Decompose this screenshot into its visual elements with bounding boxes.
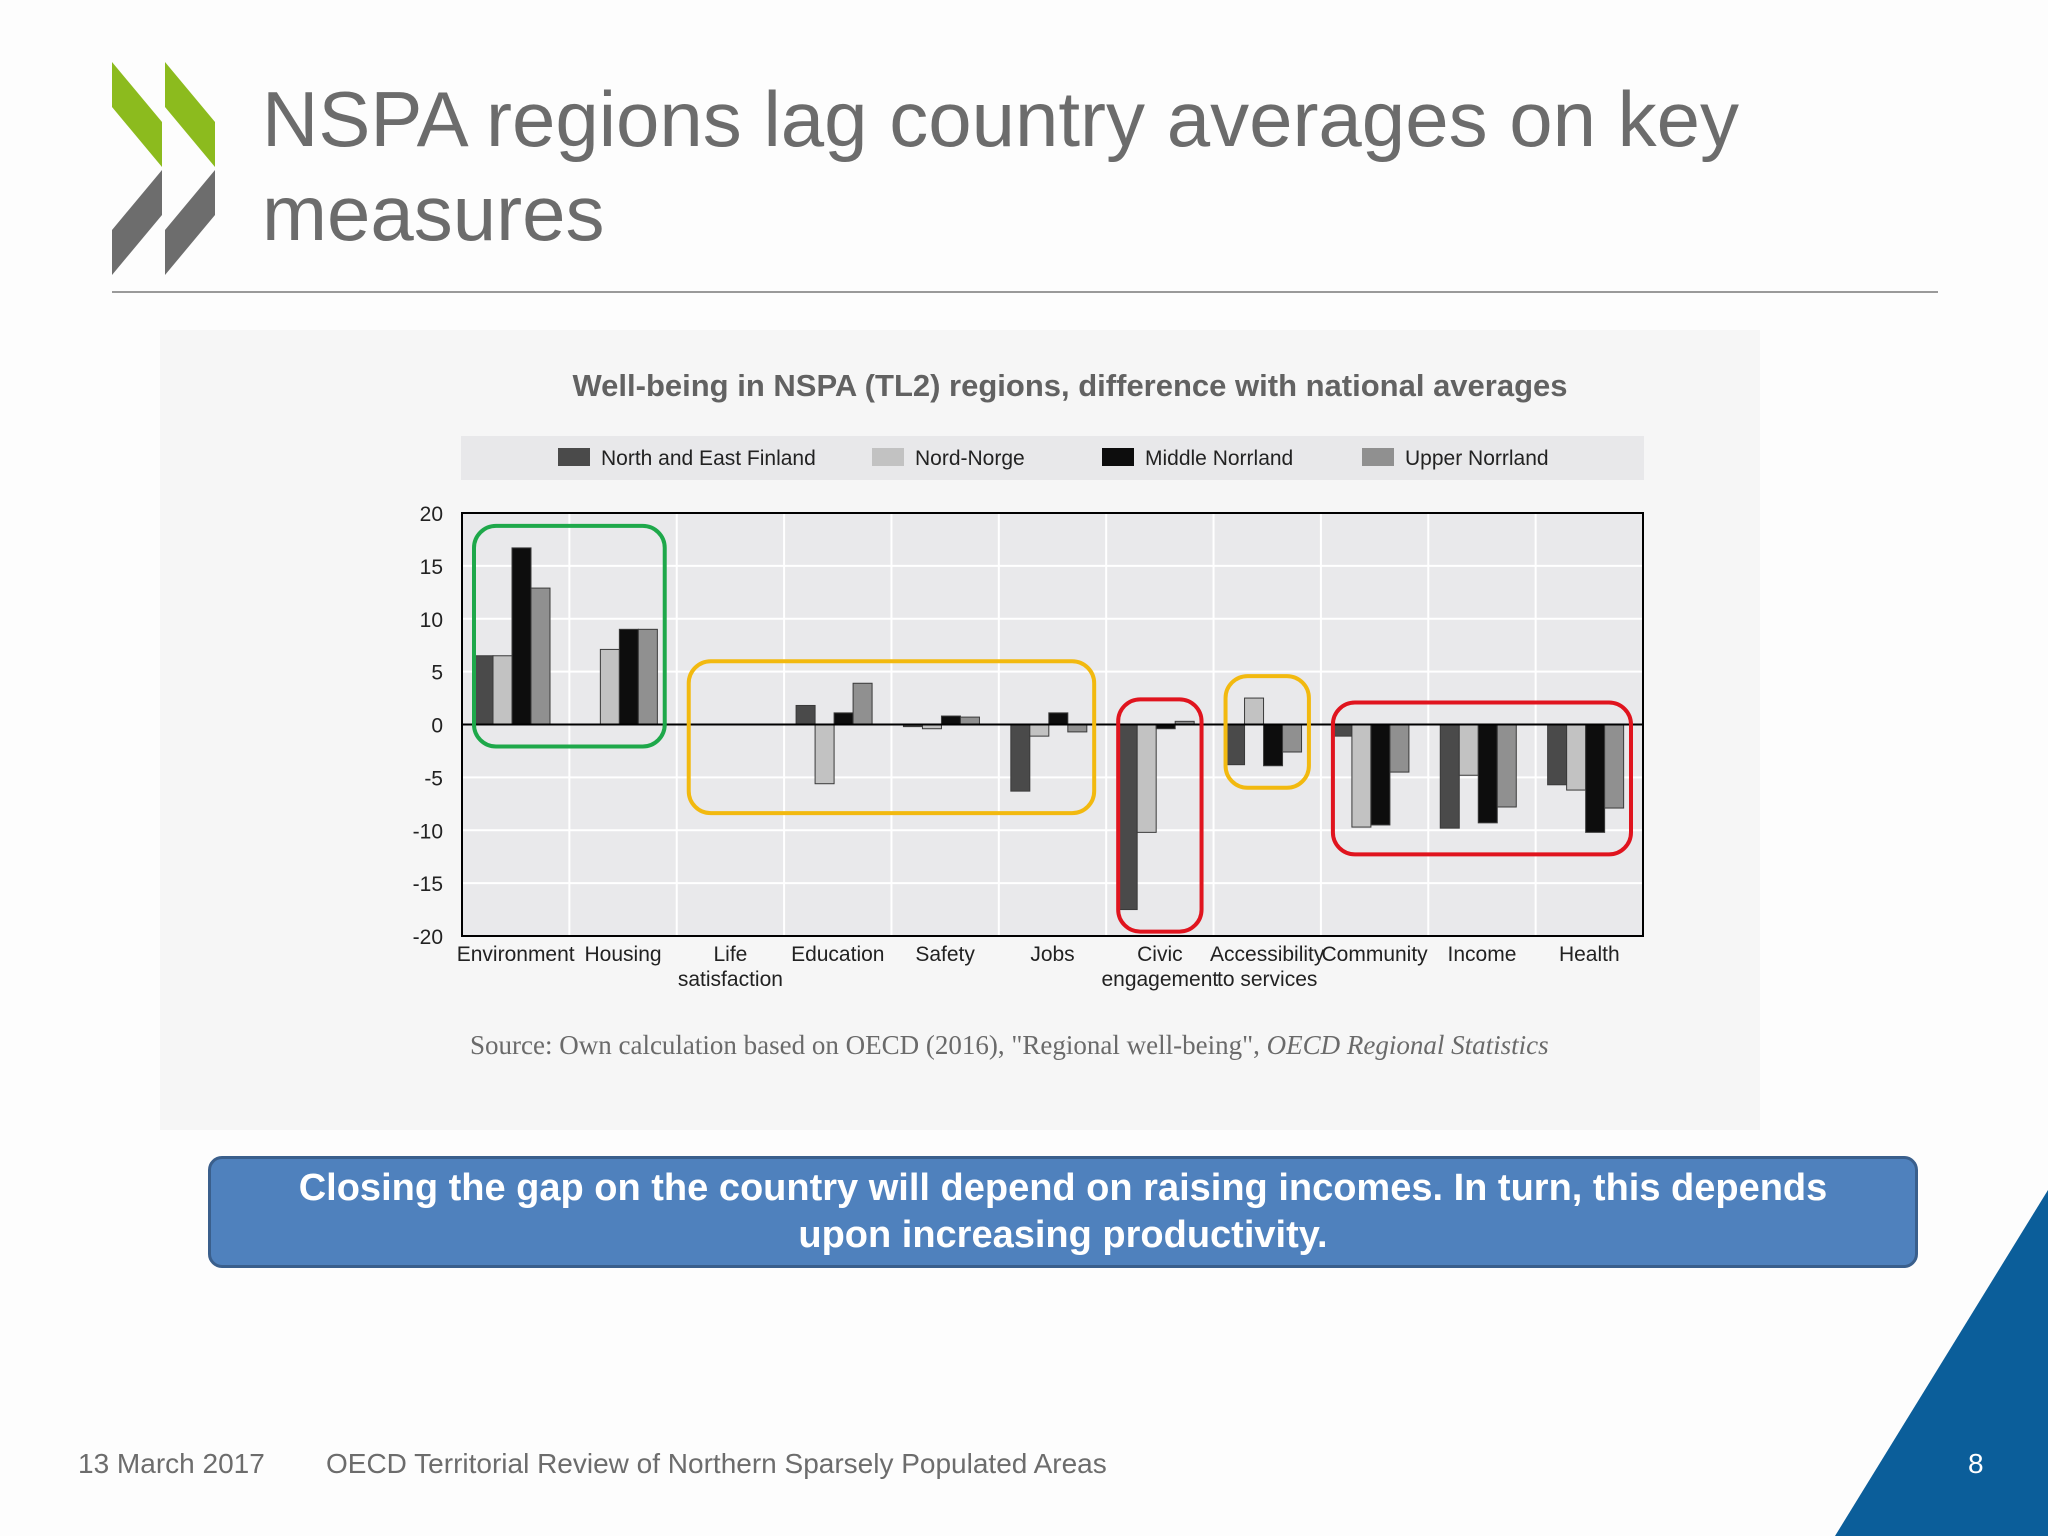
legend-label: Nord-Norge <box>915 447 1025 470</box>
x-tick-label: to services <box>1217 968 1317 991</box>
logo-chevron-right-green <box>165 62 215 167</box>
legend-label: North and East Finland <box>601 447 816 470</box>
y-tick-label: 15 <box>420 556 443 579</box>
title-divider <box>112 291 1938 293</box>
y-tick-label: -15 <box>413 873 443 896</box>
source-italic: OECD Regional Statistics <box>1266 1030 1549 1060</box>
x-tick-label: engagement <box>1101 968 1218 991</box>
chart-source: Source: Own calculation based on OECD (2… <box>470 1028 1620 1063</box>
logo-chevron-right-grey <box>165 170 215 275</box>
y-tick-label: -5 <box>424 767 443 790</box>
key-message-callout: Closing the gap on the country will depe… <box>208 1156 1918 1268</box>
legend-label: Upper Norrland <box>1405 447 1549 470</box>
y-tick-label: 0 <box>431 715 443 738</box>
legend-band <box>461 436 1644 480</box>
x-tick-label: Housing <box>585 943 662 966</box>
legend-swatch <box>872 448 904 466</box>
legend-label: Middle Norrland <box>1145 447 1293 470</box>
y-tick-label: 10 <box>420 609 443 632</box>
logo-chevron-left-green <box>112 62 162 167</box>
footer-date: 13 March 2017 <box>78 1448 265 1479</box>
highlight-box-yellow <box>1223 674 1311 790</box>
corner-triangle <box>1835 1190 2048 1536</box>
x-tick-label: Civic <box>1137 943 1183 966</box>
y-tick-label: -20 <box>413 926 443 949</box>
footer-text: OECD Territorial Review of Northern Spar… <box>326 1448 1107 1479</box>
x-tick-label: Income <box>1448 943 1517 966</box>
slide-title: NSPA regions lag country averages on key… <box>262 75 1740 257</box>
callout-text: Closing the gap on the country will depe… <box>298 1167 1828 1256</box>
highlight-box-red <box>1116 697 1204 934</box>
x-tick-label: Accessibility <box>1210 943 1325 966</box>
logo-chevron-left-grey <box>112 170 162 275</box>
x-tick-label: Jobs <box>1030 943 1074 966</box>
legend-swatch <box>1362 448 1394 466</box>
x-tick-label: Environment <box>457 943 575 966</box>
y-tick-label: -10 <box>413 820 443 843</box>
highlight-box-green <box>472 523 667 749</box>
source-text: Source: Own calculation based on OECD (2… <box>470 1030 1260 1060</box>
page-number: 8 <box>1968 1448 1984 1479</box>
legend-swatch <box>1102 448 1134 466</box>
x-tick-label: satisfaction <box>678 968 783 991</box>
highlight-box-yellow <box>686 659 1097 816</box>
chart-title: Well-being in NSPA (TL2) regions, differ… <box>572 368 1568 403</box>
oecd-logo <box>112 62 215 275</box>
x-tick-label: Community <box>1321 943 1428 966</box>
x-tick-label: Safety <box>915 943 975 966</box>
x-tick-label: Health <box>1559 943 1620 966</box>
highlight-box-red <box>1330 700 1633 857</box>
legend-swatch <box>558 448 590 466</box>
plot-frame <box>461 512 1644 937</box>
x-tick-label: Education <box>791 943 884 966</box>
y-tick-label: 5 <box>431 662 443 685</box>
y-tick-label: 20 <box>420 503 443 526</box>
x-tick-label: Life <box>713 943 747 966</box>
